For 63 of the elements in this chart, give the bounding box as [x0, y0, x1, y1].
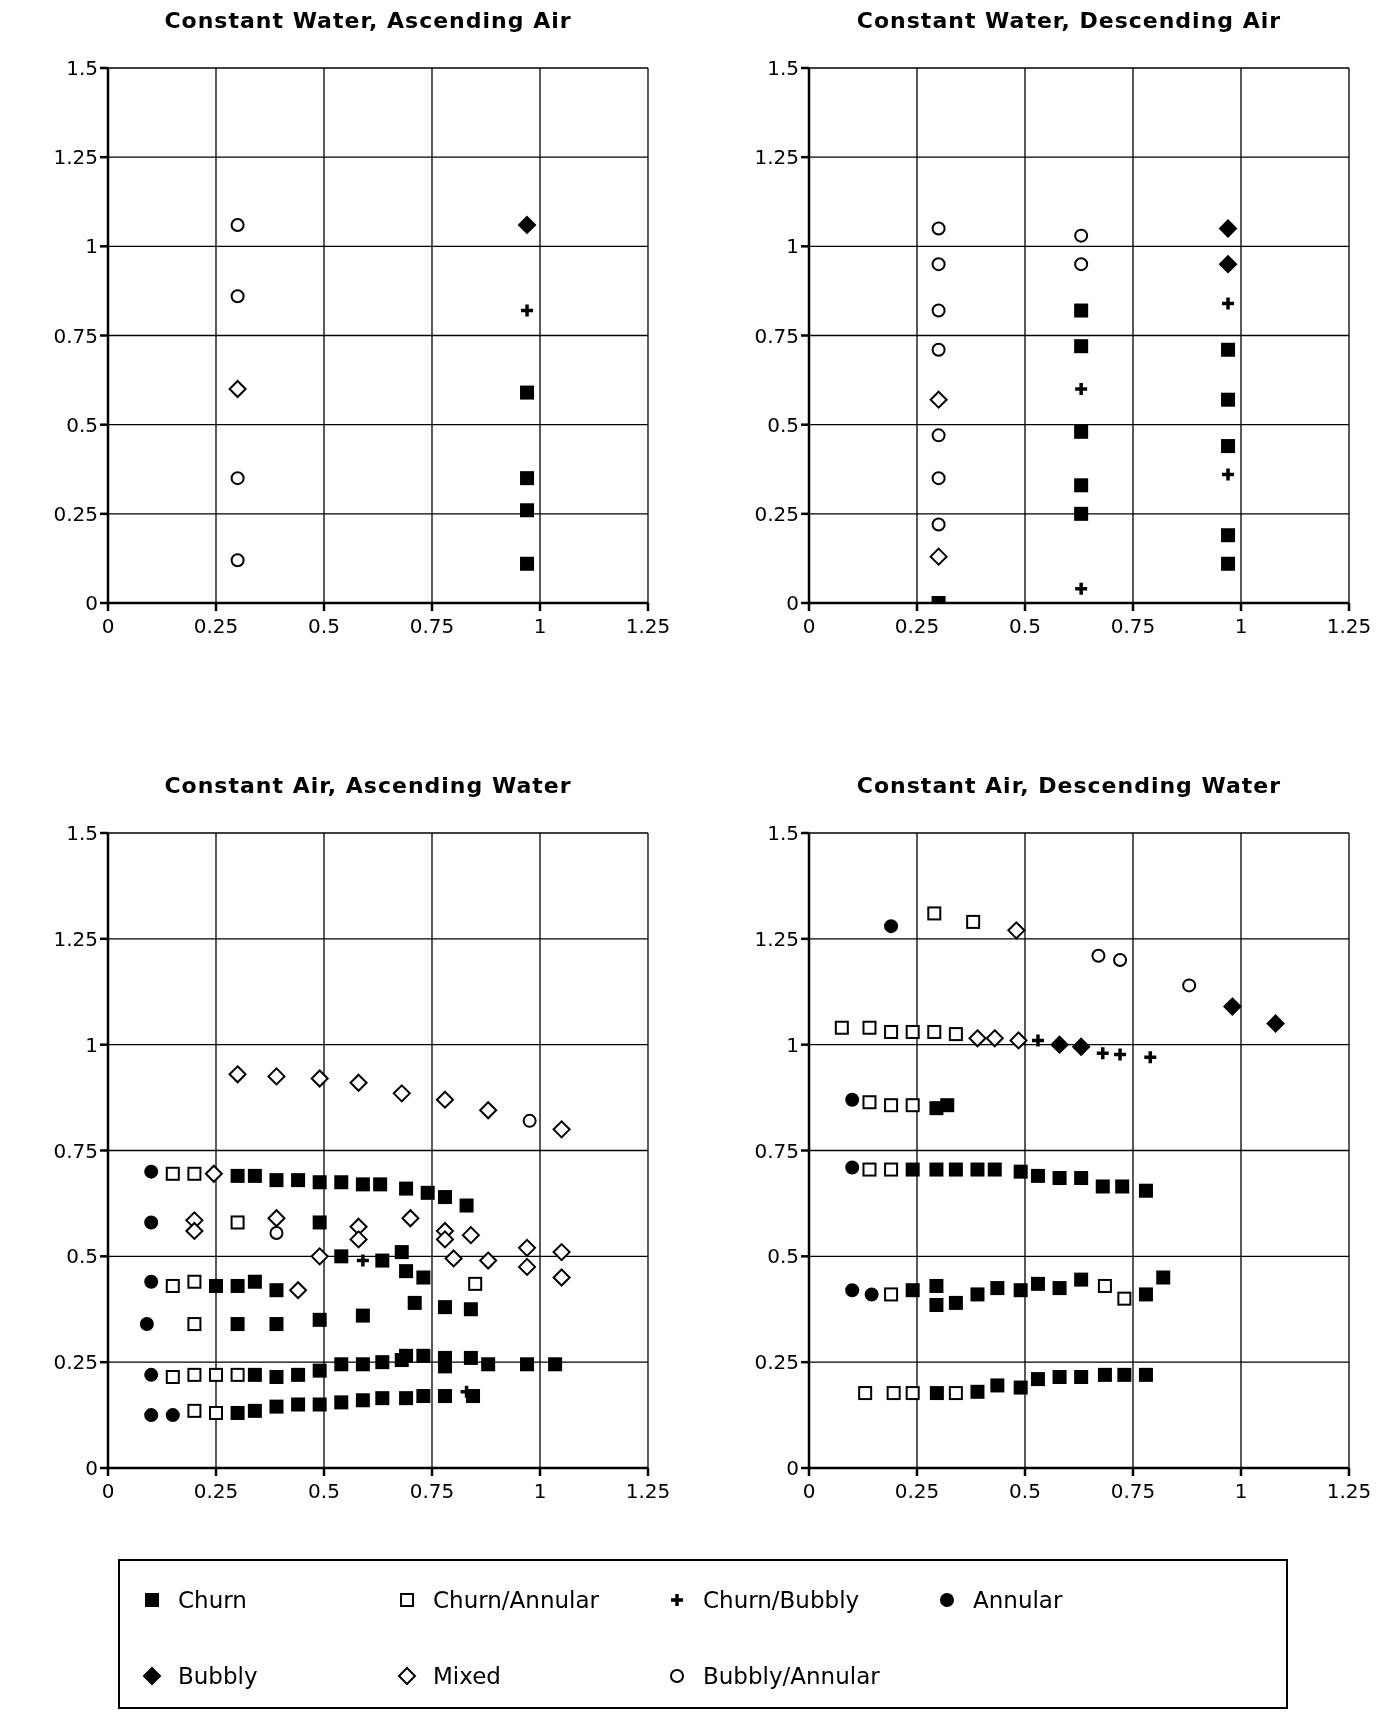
x-tick-label: 0.25 [193, 614, 239, 639]
y-tick-label: 0.25 [754, 501, 799, 526]
y-tick-label: 0 [85, 1456, 98, 1481]
x-tick-label: 0.5 [1009, 614, 1041, 639]
y-tick-label: 0.75 [754, 1138, 799, 1163]
x-tick-label: 0.25 [193, 1479, 239, 1504]
x-tick-label: 1 [533, 614, 547, 639]
y-tick-label: 0.5 [767, 1244, 799, 1269]
y-tick-label: 0.25 [754, 1350, 799, 1375]
x-tick-label: 1.25 [1326, 1479, 1372, 1504]
legend-label: Churn/Bubbly [703, 1587, 860, 1613]
y-tick-label: 1.5 [767, 56, 799, 81]
y-tick-label: 0.5 [66, 1244, 98, 1269]
y-tick-label: 1.25 [754, 926, 799, 951]
x-tick-label: 0.5 [308, 614, 340, 639]
x-tick-label: 0.75 [409, 614, 455, 639]
y-tick-label: 0.5 [767, 412, 799, 437]
chart-title: Constant Water, Ascending Air [164, 8, 572, 35]
y-tick-label: 0.75 [53, 1138, 98, 1163]
x-tick-label: 0 [101, 614, 115, 639]
y-tick-label: 1.25 [754, 145, 799, 170]
legend-label: Mixed [433, 1663, 501, 1689]
legend-label: Churn [178, 1587, 247, 1613]
x-tick-label: 1 [533, 1479, 547, 1504]
x-tick-label: 0.75 [409, 1479, 455, 1504]
x-tick-label: 0.25 [894, 1479, 940, 1504]
y-tick-label: 0.25 [53, 501, 98, 526]
y-tick-label: 0 [786, 1456, 799, 1481]
x-tick-label: 1.25 [625, 614, 671, 639]
x-tick-label: 1.25 [625, 1479, 671, 1504]
legend-label: Churn/Annular [433, 1587, 599, 1613]
y-tick-label: 0.25 [53, 1350, 98, 1375]
x-tick-label: 0 [101, 1479, 115, 1504]
y-tick-label: 1.25 [53, 145, 98, 170]
x-tick-label: 0.5 [308, 1479, 340, 1504]
legend-label: Bubbly/Annular [703, 1663, 880, 1689]
legend-label: Bubbly [178, 1663, 258, 1689]
x-tick-label: 1.25 [1326, 614, 1372, 639]
y-tick-label: 1 [85, 1032, 98, 1057]
x-tick-label: 0.75 [1110, 614, 1156, 639]
y-tick-label: 1 [786, 234, 799, 259]
y-tick-label: 1 [85, 234, 98, 259]
x-tick-label: 0.75 [1110, 1479, 1156, 1504]
x-tick-label: 1 [1234, 1479, 1248, 1504]
y-tick-label: 1.5 [66, 56, 98, 81]
y-tick-label: 0.75 [754, 323, 799, 348]
y-tick-label: 1.25 [53, 926, 98, 951]
y-tick-label: 0 [85, 591, 98, 616]
y-tick-label: 0.5 [66, 412, 98, 437]
chart-title: Constant Air, Descending Water [856, 773, 1282, 800]
y-tick-label: 1.5 [66, 821, 98, 846]
y-tick-label: 0.75 [53, 323, 98, 348]
y-tick-label: 1 [786, 1032, 799, 1057]
x-tick-label: 0.5 [1009, 1479, 1041, 1504]
chart-title: Constant Water, Descending Air [856, 8, 1282, 35]
x-tick-label: 0 [802, 614, 816, 639]
x-tick-label: 0 [802, 1479, 816, 1504]
x-tick-label: 0.25 [894, 614, 940, 639]
y-tick-label: 1.5 [767, 821, 799, 846]
chart-title: Constant Air, Ascending Water [164, 773, 572, 800]
y-tick-label: 0 [786, 591, 799, 616]
legend-label: Annular [973, 1587, 1063, 1613]
x-tick-label: 1 [1234, 614, 1248, 639]
